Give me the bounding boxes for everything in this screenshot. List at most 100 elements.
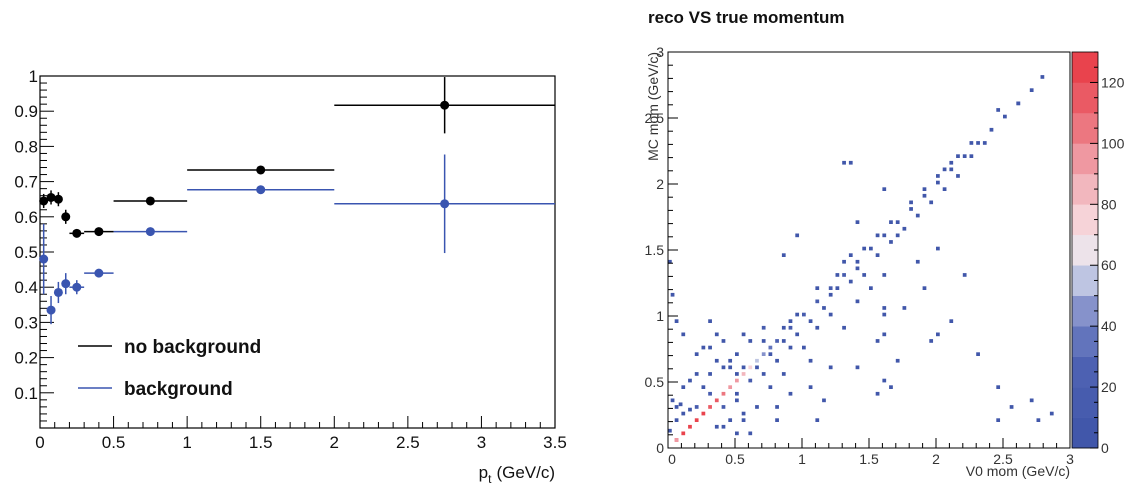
heatmap-cell xyxy=(949,160,954,165)
heatmap-cell xyxy=(902,306,907,310)
heatmap-cell xyxy=(781,253,786,257)
left-y-axis: 0.1 0.2 0.3 0.4 0.5 0.6 0.7 0.8 0.9 1 xyxy=(14,67,54,429)
colorbar-band xyxy=(1072,417,1098,449)
heatmap-cell xyxy=(748,365,753,370)
heatmap-cell xyxy=(875,233,880,238)
colorbar-band xyxy=(1072,326,1098,357)
colorbar-tick-label: 120 xyxy=(1101,74,1125,90)
left-plot-frame xyxy=(39,75,556,429)
colorbar-tick-label: 20 xyxy=(1101,379,1117,395)
heatmap-cell xyxy=(976,352,980,356)
heatmap-cell xyxy=(781,372,786,376)
heatmap-cell xyxy=(735,431,739,436)
heatmap-cell xyxy=(788,391,793,396)
left-x-tick-label: 3.5 xyxy=(543,433,567,452)
heatmap-cell xyxy=(708,372,712,376)
heatmap-cell xyxy=(741,418,746,422)
colorbar-band xyxy=(1072,234,1098,266)
left-x-tick-label: 1 xyxy=(182,433,191,452)
heatmap-cell xyxy=(835,273,840,277)
heatmap-cell xyxy=(1016,101,1021,106)
heatmap-cell xyxy=(922,187,927,191)
heatmap-cell xyxy=(895,233,900,238)
heatmap-cell xyxy=(701,411,706,416)
left-legend: no background background xyxy=(78,337,261,400)
left-y-tick-label: 0.4 xyxy=(14,278,38,297)
heatmap-cell xyxy=(741,372,746,376)
left-y-tick-label: 0.9 xyxy=(14,102,38,121)
left-y-tick-label: 1 xyxy=(29,67,38,86)
heatmap-cell xyxy=(735,391,739,396)
heatmap-cell xyxy=(735,372,739,376)
colorbar-band xyxy=(1072,82,1098,114)
heatmap-cell xyxy=(895,358,900,363)
heatmap-cell xyxy=(694,405,699,409)
heatmap-cell xyxy=(882,378,887,383)
right-y-tick-label: 2.5 xyxy=(645,110,665,126)
heatmap-cell xyxy=(670,398,675,403)
heatmap-cell xyxy=(674,319,679,323)
heatmap-cell xyxy=(828,292,833,297)
colorbar-axis: 0 20 40 60 80 100 120 xyxy=(1090,51,1125,456)
heatmap-cell xyxy=(768,345,773,350)
right-x-axis-title: V0 mom (GeV/c) xyxy=(966,463,1070,479)
heatmap-cell xyxy=(674,418,679,422)
data-point xyxy=(46,192,56,202)
left-x-tick-label: 3 xyxy=(477,433,486,452)
heatmap-cell xyxy=(681,431,686,436)
heatmap-cell xyxy=(721,405,726,409)
heatmap-cell xyxy=(842,160,846,165)
colorbar-band xyxy=(1072,265,1098,296)
data-point xyxy=(440,199,450,209)
heatmap-cell xyxy=(728,365,733,370)
colorbar-band xyxy=(1072,387,1098,418)
data-point xyxy=(72,282,82,292)
heatmap-cell xyxy=(1040,75,1045,79)
heatmap-cell xyxy=(815,286,820,290)
right-y-tick-label: 3 xyxy=(656,44,664,60)
heatmap-cell xyxy=(735,378,739,383)
heatmap-cell xyxy=(761,325,766,330)
heatmap-cell xyxy=(795,233,800,238)
right-x-tick-label: 0 xyxy=(668,451,676,467)
left-y-tick-label: 0.3 xyxy=(14,313,38,332)
left-x-tick-label: 2 xyxy=(330,433,339,452)
left-series-layer xyxy=(39,77,555,325)
heatmap-cell xyxy=(862,246,867,251)
data-point xyxy=(440,100,450,110)
left-x-tick-label: 1.5 xyxy=(249,433,273,452)
heatmap-cell xyxy=(996,385,1001,389)
heatmap-cell xyxy=(755,405,759,409)
right-y-tick-label: 2 xyxy=(656,176,664,192)
heatmap-cell xyxy=(855,299,860,304)
heatmap-cell xyxy=(862,273,867,277)
heatmap-cell xyxy=(855,365,860,370)
heatmap-cell xyxy=(748,378,753,383)
heatmap-cell xyxy=(982,141,987,145)
heatmap-cell xyxy=(795,312,800,317)
heatmap-cell xyxy=(942,167,947,172)
left-x-tick-label: 0 xyxy=(35,433,44,452)
heatmap-cell xyxy=(708,319,712,323)
heatmap-cell xyxy=(949,167,954,172)
heatmap-cell xyxy=(1049,411,1054,416)
data-point xyxy=(94,268,104,278)
left-y-tick-label: 0.2 xyxy=(14,349,38,368)
series-background xyxy=(39,154,555,325)
heatmap-cell xyxy=(681,332,686,337)
heatmap-cell xyxy=(708,391,712,396)
colorbar-tick-label: 40 xyxy=(1101,318,1117,334)
heatmap-cell xyxy=(808,358,813,363)
heatmap-cell xyxy=(969,141,974,145)
heatmap-cell xyxy=(989,127,994,132)
heatmap-cell xyxy=(922,286,927,290)
heatmap-cell xyxy=(775,358,779,363)
heatmap-cell xyxy=(828,312,833,317)
heatmap-cell xyxy=(721,391,726,396)
heatmap-cell xyxy=(768,352,773,356)
heatmap-cell xyxy=(1029,398,1034,403)
right-x-tick-label: 2 xyxy=(932,451,940,467)
heatmap-cell xyxy=(788,345,793,350)
heatmap-cell xyxy=(976,141,980,145)
